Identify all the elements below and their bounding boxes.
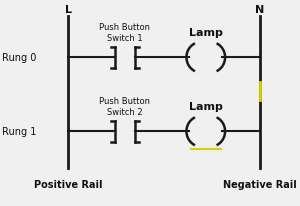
Text: Positive Rail: Positive Rail — [34, 179, 102, 189]
Text: L: L — [64, 5, 71, 15]
Text: Rung 1: Rung 1 — [2, 127, 37, 137]
Text: Push Button
Switch 2: Push Button Switch 2 — [99, 96, 150, 116]
Text: Lamp: Lamp — [189, 101, 223, 111]
Text: Lamp: Lamp — [189, 28, 223, 37]
Text: Rung 0: Rung 0 — [2, 53, 37, 63]
Text: Push Button
Switch 1: Push Button Switch 1 — [99, 23, 150, 43]
Text: Negative Rail: Negative Rail — [223, 179, 297, 189]
Text: N: N — [255, 5, 264, 15]
